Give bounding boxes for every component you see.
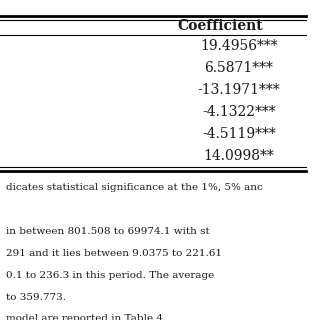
Text: model are reported in Table 4.: model are reported in Table 4. — [6, 315, 166, 320]
Text: in between 801.508 to 69974.1 with st: in between 801.508 to 69974.1 with st — [6, 227, 210, 236]
Text: dicates statistical significance at the 1%, 5% anc: dicates statistical significance at the … — [6, 183, 263, 192]
Text: Coefficient: Coefficient — [178, 19, 263, 33]
Text: 6.5871***: 6.5871*** — [204, 61, 273, 75]
Text: -4.5119***: -4.5119*** — [202, 127, 276, 141]
Text: 291 and it lies between 9.0375 to 221.61: 291 and it lies between 9.0375 to 221.61 — [6, 249, 222, 258]
Text: -4.1322***: -4.1322*** — [202, 105, 276, 119]
Text: to 359.773.: to 359.773. — [6, 292, 66, 301]
Text: 14.0998**: 14.0998** — [204, 149, 274, 163]
Text: -13.1971***: -13.1971*** — [197, 83, 280, 97]
Text: 19.4956***: 19.4956*** — [200, 39, 278, 53]
Text: 0.1 to 236.3 in this period. The average: 0.1 to 236.3 in this period. The average — [6, 271, 214, 280]
